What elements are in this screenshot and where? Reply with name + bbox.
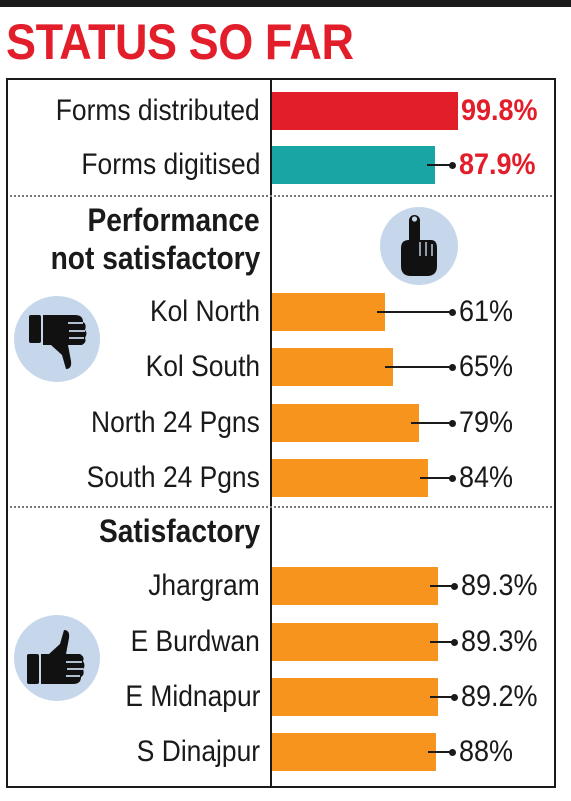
data-label-kol-south: 65%	[459, 350, 514, 383]
leader-line-kol-north	[377, 311, 452, 313]
bar-e-burdwan	[272, 623, 439, 661]
section-divider-2	[10, 506, 552, 508]
bar-label-north-24-pgns: North 24 Pgns	[91, 406, 260, 439]
bar-south-24-pgns	[272, 459, 429, 497]
data-label-forms-digitised: 87.9%	[459, 148, 536, 181]
bar-label-forms-distributed: Forms distributed	[56, 94, 260, 127]
top-rule	[0, 0, 571, 7]
bar-label-s-dinajpur: S Dinajpur	[136, 735, 260, 768]
section-divider-1	[10, 195, 552, 197]
data-label-kol-north: 61%	[459, 295, 514, 328]
leader-line-s-dinajpur	[427, 751, 452, 753]
thumbs-down-icon	[14, 296, 100, 382]
leader-line-e-burdwan	[430, 641, 455, 643]
pointing-finger-icon	[380, 207, 458, 285]
bar-label-e-midnapur: E Midnapur	[124, 680, 260, 713]
leader-dot-jhargram	[451, 582, 459, 590]
chart-frame	[6, 78, 556, 788]
bar-s-dinajpur	[272, 733, 436, 771]
bar-label-kol-south: Kol South	[145, 350, 260, 383]
leader-line-jhargram	[430, 585, 455, 587]
leader-dot-e-burdwan	[451, 638, 459, 646]
leader-dot-kol-south	[449, 363, 456, 371]
leader-line-south-24-pgns	[420, 477, 452, 479]
bar-label-forms-digitised: Forms digitised	[81, 148, 260, 181]
bar-jhargram	[272, 567, 439, 605]
data-label-north-24-pgns: 79%	[459, 406, 514, 439]
section-heading-satisfactory: Satisfactory	[98, 513, 260, 549]
leader-dot-s-dinajpur	[449, 748, 456, 756]
bar-forms-digitised	[272, 146, 436, 184]
leader-dot-forms-digitised	[449, 161, 456, 169]
leader-dot-north-24-pgns	[449, 419, 456, 427]
bar-label-south-24-pgns: South 24 Pgns	[86, 461, 260, 494]
thumbs-up-icon	[14, 615, 100, 701]
leader-line-north-24-pgns	[410, 422, 452, 424]
data-label-south-24-pgns: 84%	[459, 461, 514, 494]
bar-north-24-pgns	[272, 404, 419, 442]
data-label-e-midnapur: 89.2%	[460, 680, 538, 713]
leader-line-e-midnapur	[429, 696, 454, 698]
bar-kol-north	[272, 293, 386, 331]
bar-label-kol-north: Kol North	[149, 295, 260, 328]
data-label-e-burdwan: 89.3%	[461, 625, 538, 658]
bar-label-e-burdwan: E Burdwan	[130, 625, 260, 658]
leader-dot-kol-north	[449, 308, 456, 316]
data-label-jhargram: 89.3%	[461, 569, 538, 602]
leader-line-kol-south	[384, 366, 452, 368]
bar-axis	[270, 80, 272, 786]
section-heading-not-satisfactory-line2: not satisfactory	[50, 240, 260, 276]
bar-label-jhargram: Jhargram	[148, 569, 260, 602]
bar-e-midnapur	[272, 678, 438, 716]
bar-kol-south	[272, 348, 393, 386]
bar-forms-distributed	[272, 92, 458, 130]
leader-dot-e-midnapur	[450, 693, 458, 701]
data-label-forms-distributed: 99.8%	[460, 94, 538, 127]
leader-dot-south-24-pgns	[449, 474, 456, 482]
section-heading-not-satisfactory-line1: Performance	[87, 202, 260, 238]
leader-line-forms-digitised	[427, 164, 452, 166]
chart-title: STATUS SO FAR	[6, 14, 354, 70]
data-label-s-dinajpur: 88%	[459, 735, 514, 768]
